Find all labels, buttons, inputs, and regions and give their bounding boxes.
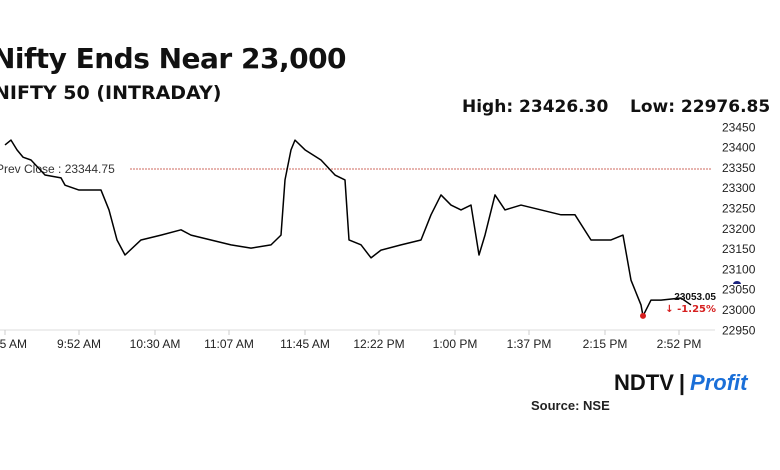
high-label: High: 23426.30 bbox=[462, 97, 609, 117]
y-tick-label: 23350 bbox=[722, 161, 756, 175]
x-tick-label: 11:45 AM bbox=[280, 337, 330, 351]
ndtv-profit-logo: NDTV | Profit bbox=[614, 370, 748, 395]
y-tick-label: 23250 bbox=[722, 202, 756, 216]
y-tick-label: 23150 bbox=[722, 242, 756, 256]
logo-ndtv: NDTV bbox=[614, 370, 674, 395]
logo-profit: Profit bbox=[690, 370, 748, 395]
x-tick-label: 1:00 PM bbox=[433, 337, 478, 351]
y-tick-label: 23200 bbox=[722, 222, 756, 236]
change-label: ↓ -1.25% bbox=[665, 304, 716, 315]
x-tick-label: 11:07 AM bbox=[204, 337, 254, 351]
prev-close-label: Prev Close : 23344.75 bbox=[0, 162, 115, 176]
y-tick-label: 23100 bbox=[722, 262, 756, 276]
source-note: Source: NSE bbox=[531, 398, 610, 413]
x-tick-label: 12:22 PM bbox=[353, 337, 404, 351]
low-marker bbox=[640, 312, 646, 319]
x-tick-label: 10:30 AM bbox=[130, 337, 181, 351]
y-tick-label: 23400 bbox=[722, 141, 756, 155]
chart-subtitle: NIFTY 50 (INTRADAY) bbox=[0, 82, 222, 104]
y-tick-label: 23450 bbox=[722, 120, 756, 134]
low-label: Low: 22976.85 bbox=[630, 97, 771, 117]
last-value-label: 23053.05 bbox=[674, 292, 716, 303]
last-price-marker bbox=[733, 281, 741, 284]
price-line bbox=[4, 139, 692, 317]
x-tick-label: 9:15 AM bbox=[0, 337, 27, 351]
x-tick-label: 2:15 PM bbox=[583, 337, 628, 351]
chart-title: Nifty Ends Near 23,000 bbox=[0, 42, 347, 75]
x-tick-label: 1:37 PM bbox=[507, 337, 552, 351]
y-tick-label: 22950 bbox=[722, 323, 756, 337]
y-tick-label: 23000 bbox=[722, 303, 756, 317]
y-tick-label: 23050 bbox=[722, 283, 756, 297]
x-tick-label: 9:52 AM bbox=[57, 337, 101, 351]
x-tick-label: 2:52 PM bbox=[657, 337, 702, 351]
y-tick-label: 23300 bbox=[722, 181, 756, 195]
